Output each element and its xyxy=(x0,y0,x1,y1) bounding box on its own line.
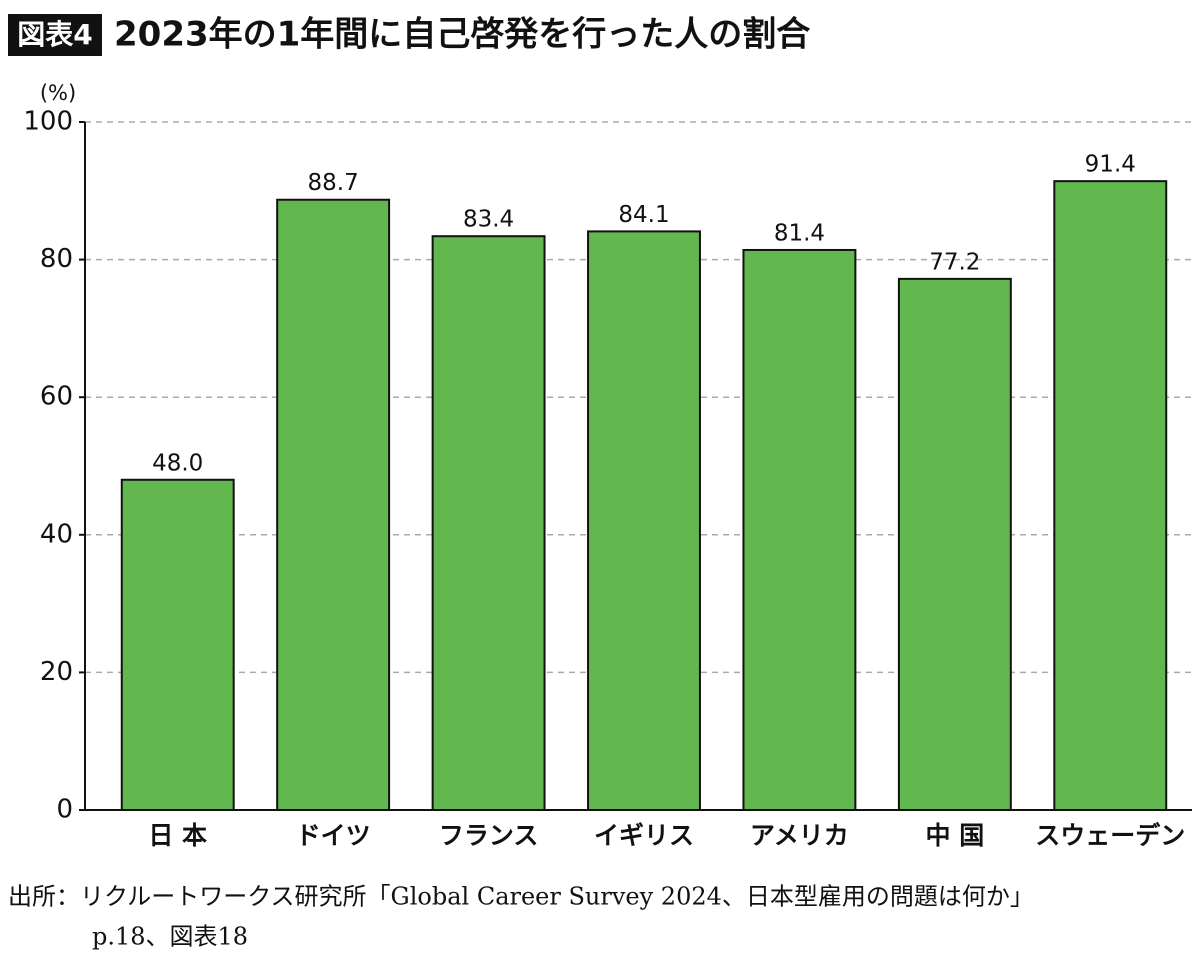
bar xyxy=(742,248,857,811)
value-label: 91.4 xyxy=(1085,152,1136,178)
x-tick-label: スウェーデン xyxy=(1035,821,1185,850)
x-tick-label: フランス xyxy=(439,821,539,850)
x-tick-label: 中 国 xyxy=(925,821,984,850)
x-tick-label: イギリス xyxy=(594,821,694,850)
source: 出所：リクルートワークス研究所「Global Career Survey 202… xyxy=(8,883,1034,911)
badge: 図表4 xyxy=(17,18,92,51)
bar xyxy=(1053,180,1168,811)
value-label: 83.4 xyxy=(463,207,514,233)
value-label: 88.7 xyxy=(308,170,359,196)
value-label: 48.0 xyxy=(152,450,203,476)
y-tick-label: 60 xyxy=(40,382,73,412)
bar xyxy=(120,478,235,811)
bar xyxy=(431,235,546,811)
x-tick-label: 日 本 xyxy=(148,821,207,850)
y-tick-label: 20 xyxy=(40,657,73,687)
badge-box xyxy=(8,14,102,56)
value-label: 84.1 xyxy=(618,202,669,228)
y-axis-label: (%) xyxy=(40,81,76,105)
y-tick-label: 100 xyxy=(23,107,73,137)
x-tick-label: アメリカ xyxy=(750,821,849,850)
value-label: 77.2 xyxy=(929,249,980,275)
y-tick-label: 80 xyxy=(40,244,73,274)
bar xyxy=(897,277,1012,811)
source: p.18、図表18 xyxy=(92,923,248,951)
chart-title: 2023年の1年間に自己啓発を行った人の割合 xyxy=(114,15,810,55)
y-tick-label: 0 xyxy=(56,795,73,825)
bar xyxy=(276,198,391,811)
x-tick-label: ドイツ xyxy=(296,821,371,850)
y-tick-label: 40 xyxy=(40,519,73,549)
bar xyxy=(587,230,701,811)
value-label: 81.4 xyxy=(774,220,825,246)
